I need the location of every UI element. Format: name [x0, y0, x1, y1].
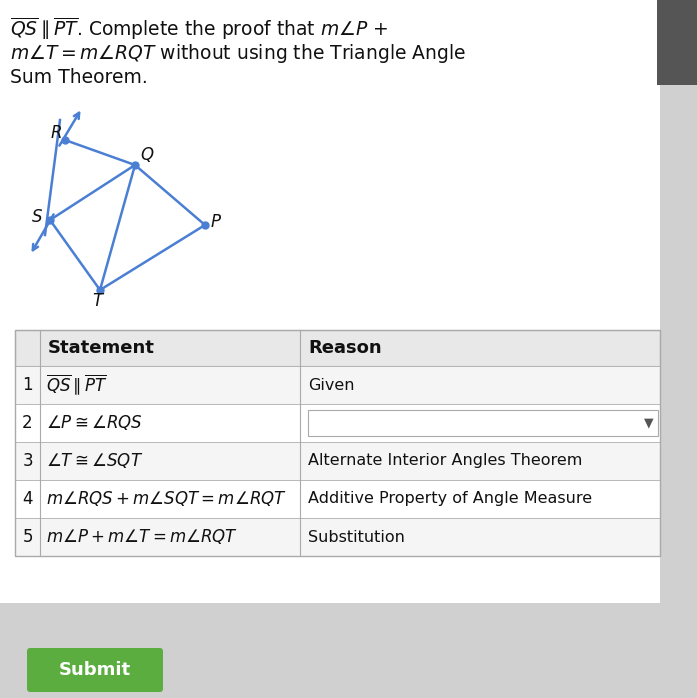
FancyBboxPatch shape	[657, 0, 697, 85]
Text: 4: 4	[22, 490, 33, 508]
Text: $\angle P \cong \angle RQS$: $\angle P \cong \angle RQS$	[46, 413, 143, 433]
Text: R: R	[51, 124, 63, 142]
Text: Q: Q	[140, 146, 153, 164]
FancyBboxPatch shape	[27, 648, 163, 692]
Text: $m\angle RQS + m\angle SQT = m\angle RQT$: $m\angle RQS + m\angle SQT = m\angle RQT…	[46, 489, 287, 509]
Text: Additive Property of Angle Measure: Additive Property of Angle Measure	[308, 491, 592, 507]
Text: $\overline{QS} \parallel \overline{PT}$: $\overline{QS} \parallel \overline{PT}$	[46, 373, 108, 397]
Text: Submit: Submit	[59, 661, 131, 679]
Text: S: S	[32, 208, 43, 226]
Text: Alternate Interior Angles Theorem: Alternate Interior Angles Theorem	[308, 454, 583, 468]
Text: $m\angle P + m\angle T = m\angle RQT$: $m\angle P + m\angle T = m\angle RQT$	[46, 528, 238, 547]
Text: 3: 3	[22, 452, 33, 470]
Text: Statement: Statement	[48, 339, 155, 357]
Text: P: P	[211, 213, 221, 231]
Text: Sum Theorem.: Sum Theorem.	[10, 68, 148, 87]
Text: Reason: Reason	[308, 339, 382, 357]
Text: Given: Given	[308, 378, 355, 392]
Text: T: T	[92, 292, 102, 310]
FancyBboxPatch shape	[15, 518, 660, 556]
FancyBboxPatch shape	[15, 480, 660, 518]
Text: 5: 5	[22, 528, 33, 546]
FancyBboxPatch shape	[308, 410, 658, 436]
Text: 2: 2	[22, 414, 33, 432]
FancyBboxPatch shape	[15, 330, 660, 366]
FancyBboxPatch shape	[15, 442, 660, 480]
Text: $\angle T \cong \angle SQT$: $\angle T \cong \angle SQT$	[46, 452, 144, 470]
Text: 1: 1	[22, 376, 33, 394]
FancyBboxPatch shape	[15, 366, 660, 404]
FancyBboxPatch shape	[15, 404, 660, 442]
Text: Substitution: Substitution	[308, 530, 405, 544]
FancyBboxPatch shape	[0, 0, 660, 603]
Text: ▼: ▼	[644, 417, 654, 429]
Text: $m\angle T = m\angle RQT$ without using the Triangle Angle: $m\angle T = m\angle RQT$ without using …	[10, 42, 466, 65]
Text: $\overline{QS} \parallel \overline{PT}$. Complete the proof that $m\angle P$ +: $\overline{QS} \parallel \overline{PT}$.…	[10, 15, 388, 42]
